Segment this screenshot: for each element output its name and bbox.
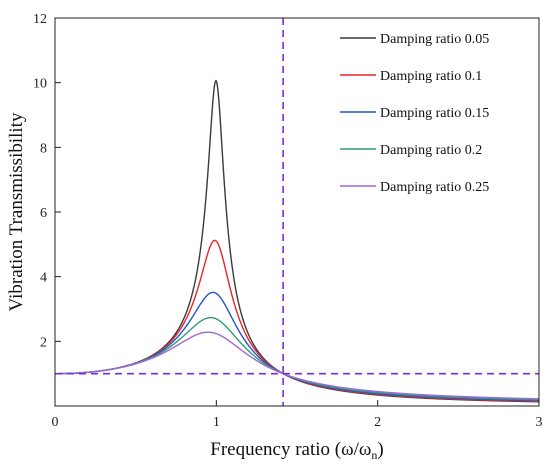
series-line-damping-ratio-0-05 [55,79,539,403]
x-axis-title: Frequency ratio (ω/ωn) [210,439,383,462]
x-axis-ticks: 0 1 2 3 [52,400,543,430]
x-tick-label-3: 3 [536,415,543,430]
y-tick-label-12: 12 [33,12,47,27]
y-tick-label-6: 6 [40,206,47,221]
y-tick-label-4: 4 [40,271,47,286]
x-axis-title-close: ) [377,439,383,460]
series-line-damping-ratio-0-1 [55,239,540,402]
reference-lines [55,18,539,406]
y-tick-label-10: 10 [33,77,47,92]
series-line-damping-ratio-0-2 [55,316,540,401]
x-axis-title-subscript: n [371,448,377,462]
y-axis-title: Vibration Transmissibility [6,112,27,311]
x-tick-label-0: 0 [52,415,59,430]
y-axis-ticks: 2 4 6 8 10 12 [33,12,61,350]
series-line-damping-ratio-0-25 [55,331,540,400]
legend-label-damping-ratio-0-25: Damping ratio 0.25 [380,180,489,195]
legend: Damping ratio 0.05 Damping ratio 0.1 Dampi… [340,32,489,195]
x-tick-label-1: 1 [213,415,220,430]
y-tick-label-2: 2 [40,335,47,350]
curves-layer [55,79,540,403]
legend-label-damping-ratio-0-15: Damping ratio 0.15 [380,106,489,121]
legend-label-damping-ratio-0-2: Damping ratio 0.2 [380,143,482,158]
y-tick-label-8: 8 [40,141,47,156]
legend-label-damping-ratio-0-1: Damping ratio 0.1 [380,69,482,84]
x-axis-title-main: Frequency ratio (ω/ω [210,439,371,460]
series-line-damping-ratio-0-15 [55,291,540,402]
x-tick-label-2: 2 [374,415,381,430]
legend-label-damping-ratio-0-05: Damping ratio 0.05 [380,32,489,47]
